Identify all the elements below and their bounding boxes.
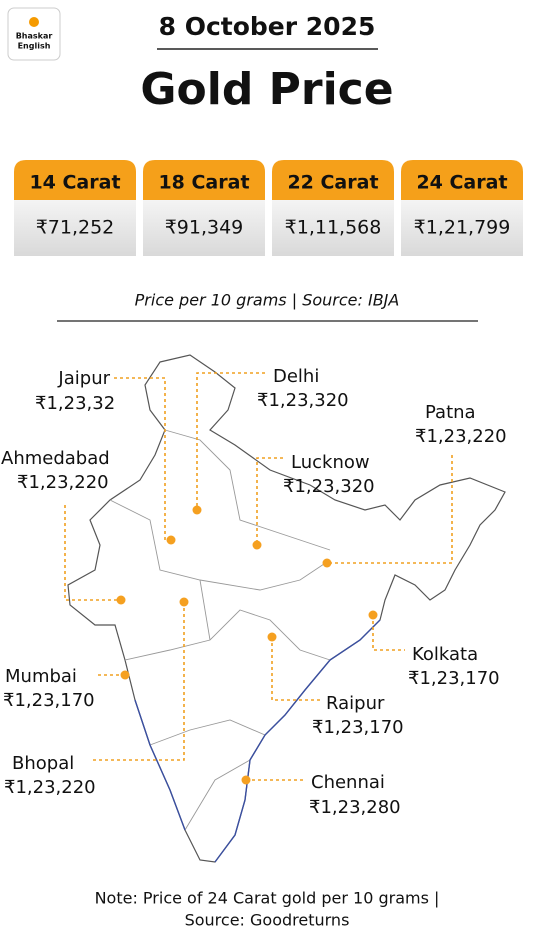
city-name: Ahmedabad <box>1 448 110 469</box>
city-dot <box>322 558 332 568</box>
city-name: Jaipur <box>57 368 110 389</box>
city-dot <box>267 632 277 642</box>
city-dots <box>116 505 378 785</box>
city-name: Lucknow <box>291 452 370 473</box>
card-price: ₹1,11,568 <box>285 217 382 239</box>
city-name: Kolkata <box>412 644 478 665</box>
card-price: ₹91,349 <box>165 217 244 239</box>
card-body <box>14 200 136 256</box>
city-name: Patna <box>425 402 476 423</box>
card-body <box>401 200 523 256</box>
title: Gold Price <box>140 64 393 115</box>
card-body <box>272 200 394 256</box>
card-carat: 22 Carat <box>287 172 378 194</box>
leader-line <box>256 457 283 545</box>
city-price: ₹1,23,170 <box>3 690 95 711</box>
cards-note: Price per 10 grams | Source: IBJA <box>135 291 400 310</box>
city-price: ₹1,23,32 <box>35 393 115 414</box>
city-name: Delhi <box>273 366 319 387</box>
logo-text: English <box>18 42 51 51</box>
card-body <box>143 200 265 256</box>
city-price: ₹1,23,320 <box>283 476 375 497</box>
leader-line <box>372 615 405 651</box>
leader-line <box>271 637 320 701</box>
city-dot <box>368 610 378 620</box>
city-dot <box>116 595 126 605</box>
card-header <box>14 160 136 200</box>
state-borders <box>109 429 331 831</box>
city-price: ₹1,23,220 <box>4 777 96 798</box>
city-dot <box>192 505 202 515</box>
city-name: Chennai <box>311 772 385 793</box>
leader-line <box>64 505 121 601</box>
logo-dot <box>29 17 39 27</box>
price-cards: 14 Carat ₹71,252 18 Carat ₹91,349 22 Carat ₹1… <box>14 160 523 256</box>
city-price: ₹1,23,320 <box>257 390 349 411</box>
footnote: Source: Goodreturns <box>185 911 350 930</box>
card-price: ₹1,21,799 <box>414 217 511 239</box>
city-dot <box>120 670 130 680</box>
city-dot <box>179 597 189 607</box>
city-dot <box>252 540 262 550</box>
city-price: ₹1,23,280 <box>309 797 401 818</box>
leader-line <box>327 455 453 564</box>
card-carat: 18 Carat <box>158 172 249 194</box>
leader-line <box>114 377 166 540</box>
coastline <box>134 619 381 863</box>
leader-line <box>196 372 265 510</box>
city-price: ₹1,23,170 <box>312 717 404 738</box>
city-price: ₹1,23,170 <box>408 668 500 689</box>
city-name: Bhopal <box>12 753 74 774</box>
card-carat: 14 Carat <box>29 172 120 194</box>
logo-text: Bhaskar <box>16 32 53 41</box>
city-price: ₹1,23,220 <box>17 472 109 493</box>
card-carat: 24 Carat <box>416 172 507 194</box>
card-header <box>143 160 265 200</box>
footnote: Note: Price of 24 Carat gold per 10 gram… <box>95 889 440 908</box>
leader-line <box>90 602 185 761</box>
city-dot <box>166 535 176 545</box>
card-price: ₹71,252 <box>36 217 115 239</box>
city-dot <box>241 775 251 785</box>
card-header <box>401 160 523 200</box>
date: 8 October 2025 <box>159 12 376 41</box>
city-name: Mumbai <box>5 666 77 687</box>
city-name: Raipur <box>326 693 385 714</box>
logo-box <box>7 7 61 61</box>
card-header <box>272 160 394 200</box>
city-price: ₹1,23,220 <box>415 426 507 447</box>
